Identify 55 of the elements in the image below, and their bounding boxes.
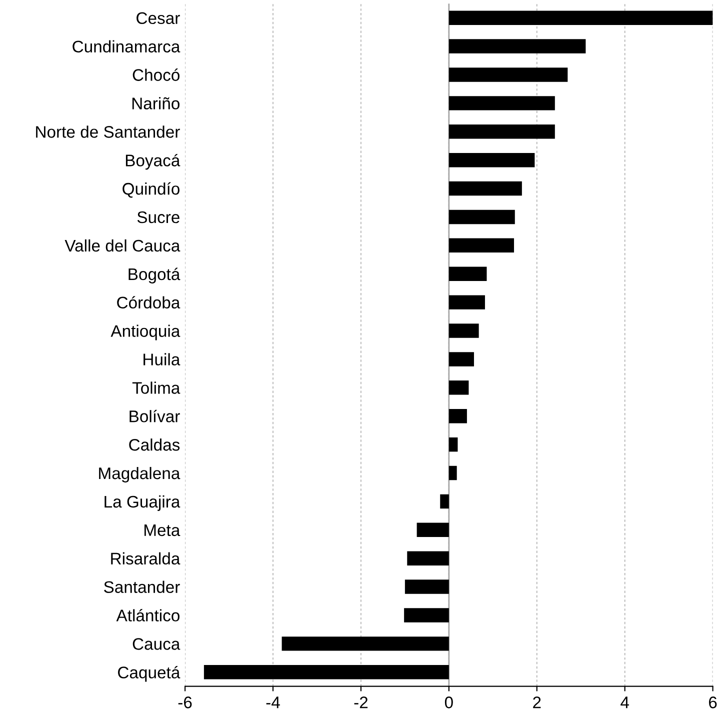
y-tick-label: Caquetá: [118, 666, 180, 682]
x-tick-label: 2: [533, 696, 541, 708]
x-tick-label: -6: [178, 696, 192, 708]
bar: [407, 551, 449, 566]
y-tick-label: Norte de Santander: [36, 126, 180, 138]
y-tick-label: Meta: [144, 524, 180, 536]
bar: [404, 580, 449, 594]
bar: [448, 68, 568, 82]
bar: [448, 324, 479, 338]
bar: [448, 437, 458, 452]
bar: [440, 494, 449, 509]
bar: [448, 210, 515, 224]
x-tick-label: -2: [354, 696, 368, 708]
y-tick-label: Atlántico: [116, 609, 180, 622]
bar: [448, 152, 535, 168]
bar: [448, 39, 586, 54]
y-tick-label: Valle del Cauca: [64, 239, 180, 252]
y-tick-label: Bogotá: [128, 268, 180, 284]
bar: [448, 352, 474, 366]
y-tick-label: Huila: [144, 353, 180, 366]
y-tick-label: La Guajira: [104, 495, 180, 511]
bar: [448, 466, 457, 480]
y-tick-label: Antioquia: [110, 324, 180, 340]
bar: [448, 408, 467, 424]
y-tick-label: Sucre: [137, 211, 180, 224]
bar: [448, 266, 487, 281]
y-tick-label: Cundinamarca: [72, 40, 180, 52]
y-tick-label: Santander: [104, 580, 180, 593]
bar: [448, 124, 555, 139]
y-tick-label: Boyacá: [126, 154, 180, 170]
y-tick-label: Chocó: [132, 68, 180, 81]
y-tick-label: Magdalena: [99, 466, 180, 482]
bar: [448, 238, 514, 253]
x-tick-label: 6: [709, 696, 717, 708]
x-tick-label: 4: [620, 696, 629, 708]
x-tick-label: 0: [444, 696, 453, 708]
bar: [416, 522, 449, 538]
bar: [404, 608, 449, 622]
bar: [448, 295, 485, 310]
bar: [448, 380, 469, 395]
bar: [448, 10, 713, 25]
y-tick-label: Tolima: [132, 382, 180, 394]
bar: [448, 181, 522, 196]
bar: [448, 96, 555, 110]
y-tick-label: Cauca: [132, 638, 180, 650]
bar: [204, 665, 449, 680]
x-tick-label: -4: [266, 696, 280, 708]
y-tick-label: Caldas: [129, 438, 180, 451]
y-tick-label: Bolívar: [130, 410, 180, 422]
y-tick-label: Nariño: [132, 97, 180, 110]
y-tick-label: Quindío: [122, 182, 180, 198]
bar: [282, 636, 449, 651]
y-tick-label: Risaralda: [111, 552, 180, 565]
y-tick-label: Córdoba: [117, 296, 180, 309]
y-tick-label: Cesar: [136, 12, 180, 24]
